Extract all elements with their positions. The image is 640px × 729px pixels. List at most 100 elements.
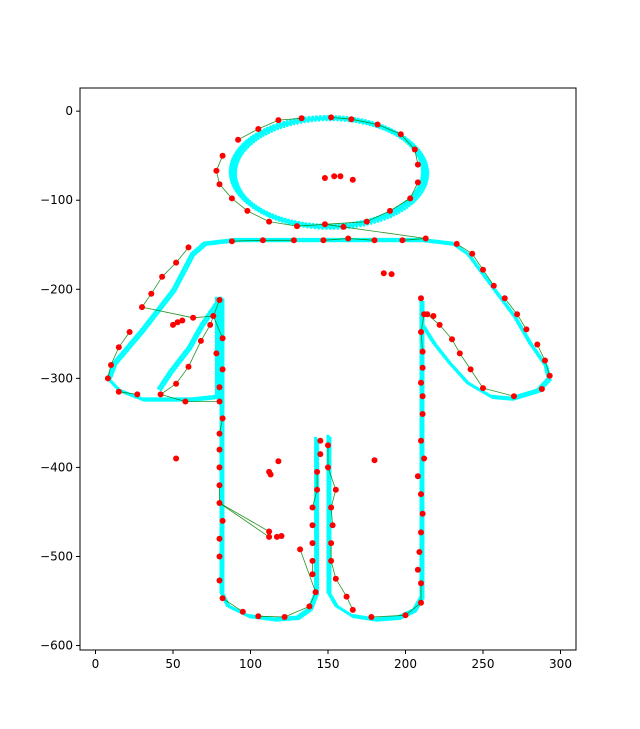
outline-point (421, 590, 425, 593)
outline-point (326, 485, 330, 489)
outline-point (419, 500, 423, 504)
outline-point (326, 515, 330, 520)
x-tick-label: 0 (92, 657, 100, 671)
outline-point (199, 398, 203, 402)
key-point (538, 386, 545, 392)
outline-point (219, 583, 223, 588)
outline-point (419, 399, 423, 403)
connection-line (459, 353, 471, 370)
outline-point (423, 184, 427, 188)
outline-point (403, 205, 406, 208)
outline-point (314, 476, 318, 480)
outline-point (423, 159, 427, 162)
outline-point (419, 535, 423, 539)
outline-point (412, 200, 415, 204)
outline-point (421, 555, 425, 558)
outline-point (419, 546, 423, 550)
key-point (325, 442, 331, 449)
key-point (173, 259, 180, 266)
connection-line (237, 128, 259, 141)
outline-point (421, 568, 425, 571)
outline-point (421, 471, 425, 475)
key-point (190, 314, 197, 321)
outline-point (265, 129, 269, 133)
outline-point (421, 445, 425, 449)
outline-point (273, 214, 278, 218)
outline-point (316, 522, 320, 525)
outline-point (421, 498, 425, 501)
outline-point (421, 537, 425, 541)
outline-point (219, 377, 223, 381)
outline-point (308, 117, 312, 121)
outline-point (421, 449, 425, 453)
outline-point (244, 237, 248, 241)
outline-point (289, 123, 292, 127)
outline-point (316, 555, 320, 558)
outline-point (326, 568, 330, 572)
outline-point (419, 404, 423, 408)
outline-point (250, 142, 254, 146)
outline-point (419, 540, 423, 544)
outline-point (384, 237, 388, 241)
outline-point (316, 574, 320, 578)
outline-point (375, 218, 378, 222)
key-point (275, 458, 282, 465)
outline-point (419, 430, 423, 434)
outline-point (153, 399, 157, 402)
outline-point (138, 397, 142, 401)
outline-point (326, 586, 330, 590)
key-point (456, 350, 463, 357)
outline-point (316, 511, 320, 514)
outline-point (421, 559, 425, 563)
key-point (328, 114, 335, 121)
outline-point (422, 178, 426, 182)
outline-point (316, 585, 320, 589)
outline-point (326, 526, 330, 531)
outline-point (403, 136, 406, 139)
key-point (419, 510, 426, 517)
connection-line (482, 269, 495, 286)
outline-point (316, 500, 320, 503)
outline-point (413, 196, 416, 200)
key-point (266, 528, 273, 535)
outline-point (246, 145, 250, 149)
outline-point (419, 463, 423, 467)
outline-point (326, 535, 330, 539)
outline-point (292, 122, 296, 126)
key-points-series (104, 114, 553, 620)
outline-point (130, 394, 133, 397)
outline-point (132, 395, 136, 398)
outline-point (419, 428, 423, 432)
connection-line (420, 331, 423, 352)
outline-point (419, 320, 423, 324)
outline-point (249, 201, 254, 205)
connection-line (150, 276, 163, 294)
outline-point (326, 436, 330, 440)
key-point (419, 411, 426, 417)
key-point (325, 464, 331, 471)
outline-point (164, 399, 168, 402)
outline-point (316, 579, 320, 582)
key-point (418, 580, 424, 587)
outline-point (419, 496, 423, 500)
key-point (216, 553, 223, 560)
key-point (368, 614, 375, 620)
key-point (388, 271, 395, 278)
outline-point (219, 456, 223, 460)
outline-point (270, 213, 274, 217)
outline-point (420, 152, 424, 156)
key-point (418, 437, 424, 444)
outline-point (421, 370, 425, 374)
outline-point (314, 465, 318, 469)
outline-point (219, 351, 223, 355)
outline-point (316, 504, 320, 508)
outline-point (419, 505, 423, 509)
outline-point (247, 137, 251, 141)
outline-point (421, 550, 425, 554)
outline-point (419, 562, 423, 566)
outline-point (314, 463, 318, 467)
y-tick-label: −200 (40, 282, 73, 296)
key-point (387, 207, 393, 214)
connection-line (377, 124, 401, 135)
outline-point (419, 461, 423, 465)
